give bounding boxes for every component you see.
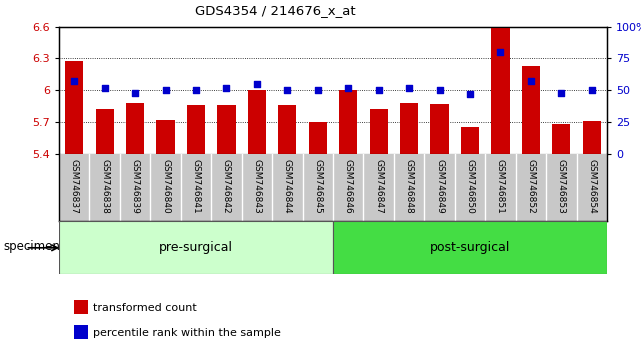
Text: transformed count: transformed count (93, 303, 197, 313)
Text: GSM746845: GSM746845 (313, 159, 322, 214)
Point (343, 85, 353, 91)
Point (556, 90, 567, 96)
Point (252, 81, 262, 87)
Bar (522, 66, 540, 154)
Text: GSM746837: GSM746837 (70, 159, 79, 214)
Point (404, 85, 414, 91)
Text: GSM746844: GSM746844 (283, 159, 292, 214)
Text: GSM746847: GSM746847 (374, 159, 383, 214)
Text: GSM746840: GSM746840 (161, 159, 170, 214)
Bar (400, 103, 418, 154)
Point (130, 90, 140, 96)
Bar (552, 124, 570, 154)
Text: GSM746839: GSM746839 (131, 159, 140, 214)
Bar (59, 221, 333, 274)
Text: pre-surgical: pre-surgical (159, 241, 233, 254)
Text: GSM746848: GSM746848 (404, 159, 413, 214)
Point (282, 87, 292, 93)
Text: GSM746843: GSM746843 (253, 159, 262, 214)
Bar (278, 105, 296, 154)
Point (526, 79, 536, 84)
Text: GSM746849: GSM746849 (435, 159, 444, 214)
Text: GSM746838: GSM746838 (100, 159, 109, 214)
Text: GSM746850: GSM746850 (465, 159, 474, 214)
Point (465, 91, 475, 97)
Bar (461, 127, 479, 154)
Point (69, 79, 79, 84)
Text: GSM746851: GSM746851 (496, 159, 505, 214)
Bar (74, 300, 88, 314)
Point (191, 87, 201, 93)
Text: GSM746854: GSM746854 (587, 159, 596, 214)
Point (495, 49, 506, 55)
Point (587, 87, 597, 93)
Bar (65, 61, 83, 154)
Text: specimen: specimen (3, 240, 60, 252)
Point (160, 87, 171, 93)
Point (374, 87, 384, 93)
Bar (430, 104, 449, 154)
Bar (339, 90, 357, 154)
Bar (333, 221, 607, 274)
Bar (126, 103, 144, 154)
Text: GDS4354 / 214676_x_at: GDS4354 / 214676_x_at (196, 4, 356, 17)
Point (99, 85, 110, 91)
Point (313, 87, 323, 93)
Text: GSM746852: GSM746852 (526, 159, 535, 214)
Text: GSM746842: GSM746842 (222, 159, 231, 214)
Bar (187, 105, 205, 154)
Bar (156, 120, 174, 154)
Bar (491, 27, 510, 154)
Bar (74, 325, 88, 339)
Bar (96, 109, 114, 154)
Bar (217, 105, 235, 154)
Text: post-surgical: post-surgical (430, 241, 510, 254)
Bar (308, 122, 327, 154)
Bar (369, 109, 388, 154)
Point (221, 85, 231, 91)
Text: GSM746853: GSM746853 (557, 159, 566, 214)
Text: GSM746846: GSM746846 (344, 159, 353, 214)
Bar (247, 90, 266, 154)
Text: percentile rank within the sample: percentile rank within the sample (93, 328, 281, 338)
Point (435, 87, 445, 93)
Bar (583, 121, 601, 154)
Text: GSM746841: GSM746841 (192, 159, 201, 214)
